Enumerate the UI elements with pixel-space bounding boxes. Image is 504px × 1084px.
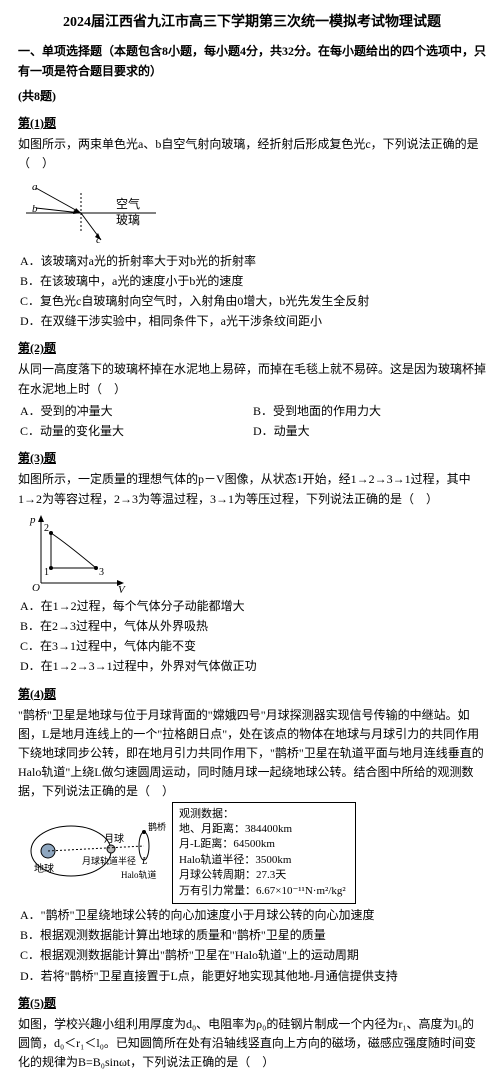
q4-obsbox: 观测数据： 地、月距离：384400km 月-L距离：64500km Halo轨… bbox=[172, 802, 356, 904]
label-a: a bbox=[32, 181, 38, 193]
q5-stem: 如图，学校兴趣小组利用厚度为d₀、电阻率为ρ₀的硅钢片制成一个内径为r₁、高度为… bbox=[18, 1015, 486, 1073]
svg-text:月球: 月球 bbox=[104, 832, 124, 845]
q4-optD: D．若将"鹊桥"卫星直接置于L点，能更好地实现其他地-月通信提供支持 bbox=[20, 967, 486, 986]
q5-number: 第(5)题 bbox=[18, 994, 486, 1013]
q1-number: 第(1)题 bbox=[18, 114, 486, 133]
q2-optD: D．动量大 bbox=[253, 422, 486, 441]
q1-stem: 如图所示，两束单色光a、b自空气射向玻璃，经折射后形成复色光c，下列说法正确的是… bbox=[18, 135, 486, 173]
obs-l1: 地、月距离：384400km bbox=[179, 822, 349, 837]
label-c: c bbox=[96, 234, 101, 246]
obs-l3: Halo轨道半径：3500km bbox=[179, 853, 349, 868]
obs-l4: 月球公转周期：27.3天 bbox=[179, 868, 349, 883]
section-heading-b: (共8题) bbox=[18, 87, 486, 106]
q4-stem: "鹊桥"卫星是地球与位于月球背面的"嫦娥四号"月球探测器实现信号传输的中继站。如… bbox=[18, 706, 486, 802]
q2-stem: 从同一高度落下的玻璃杯掉在水泥地上易碎，而掉在毛毯上就不易碎。这是因为玻璃杯掉在… bbox=[18, 360, 486, 398]
svg-text:V: V bbox=[118, 584, 126, 593]
q3-number: 第(3)题 bbox=[18, 449, 486, 468]
q2-number: 第(2)题 bbox=[18, 339, 486, 358]
svg-text:3: 3 bbox=[99, 567, 104, 578]
q3-stem: 如图所示，一定质量的理想气体的p－V图像，从状态1开始，经1→2→3→1过程，其… bbox=[18, 470, 486, 508]
label-b: b bbox=[32, 203, 38, 215]
svg-text:O: O bbox=[32, 582, 40, 593]
q4-figure: 地球 月球 月球轨道半径 鹊桥 L Halo轨道 bbox=[26, 806, 166, 896]
svg-text:Halo轨道: Halo轨道 bbox=[121, 869, 157, 880]
q4-number: 第(4)题 bbox=[18, 685, 486, 704]
q1-optC: C．复色光c自玻璃射向空气时，入射角由0增大，b光先发生全反射 bbox=[20, 292, 486, 311]
page-title: 2024届江西省九江市高三下学期第三次统一模拟考试物理试题 bbox=[18, 12, 486, 34]
q1-figure: a b c 空气 玻璃 bbox=[26, 178, 486, 248]
q1-optA: A．该玻璃对a光的折射率大于对b光的折射率 bbox=[20, 252, 486, 271]
q4-optB: B．根据观测数据能计算出地球的质量和"鹊桥"卫星的质量 bbox=[20, 926, 486, 945]
svg-text:月球轨道半径: 月球轨道半径 bbox=[82, 855, 136, 866]
q3-optC: C．在3→1过程中，气体内能不变 bbox=[20, 637, 486, 656]
q2-optA: A．受到的冲量大 bbox=[20, 402, 253, 421]
q1-optB: B．在该玻璃中，a光的速度小于b光的速度 bbox=[20, 272, 486, 291]
svg-text:鹊桥: 鹊桥 bbox=[148, 821, 166, 832]
q3-optD: D．在1→2→3→1过程中，外界对气体做正功 bbox=[20, 657, 486, 676]
obs-l2: 月-L距离：64500km bbox=[179, 837, 349, 852]
q3-optA: A．在1→2过程，每个气体分子动能都增大 bbox=[20, 597, 486, 616]
q2-optB: B．受到地面的作用力大 bbox=[253, 402, 486, 421]
q1-optD: D．在双缝干涉实验中，相同条件下，a光干涉条纹间距小 bbox=[20, 312, 486, 331]
svg-text:2: 2 bbox=[44, 523, 49, 534]
svg-text:地球: 地球 bbox=[34, 862, 54, 875]
label-glass: 玻璃 bbox=[116, 213, 140, 227]
q3-figure: p V O 1 2 3 bbox=[26, 513, 486, 593]
svg-text:p: p bbox=[29, 514, 36, 526]
section-heading: 一、单项选择题（本题包含8小题，每小题4分，共32分。在每小题给出的四个选项中，… bbox=[18, 42, 486, 80]
q4-optA: A．"鹊桥"卫星绕地球公转的向心加速度小于月球公转的向心加速度 bbox=[20, 906, 486, 925]
q3-optB: B．在2→3过程中，气体从外界吸热 bbox=[20, 617, 486, 636]
svg-text:L: L bbox=[141, 856, 148, 867]
obs-title: 观测数据： bbox=[179, 807, 349, 822]
svg-text:1: 1 bbox=[44, 567, 49, 578]
q4-optC: C．根据观测数据能计算出"鹊桥"卫星在"Halo轨道"上的运动周期 bbox=[20, 946, 486, 965]
label-air: 空气 bbox=[116, 196, 140, 211]
obs-l5: 万有引力常量：6.67×10⁻¹¹N·m²/kg² bbox=[179, 884, 349, 899]
q2-optC: C．动量的变化量大 bbox=[20, 422, 253, 441]
